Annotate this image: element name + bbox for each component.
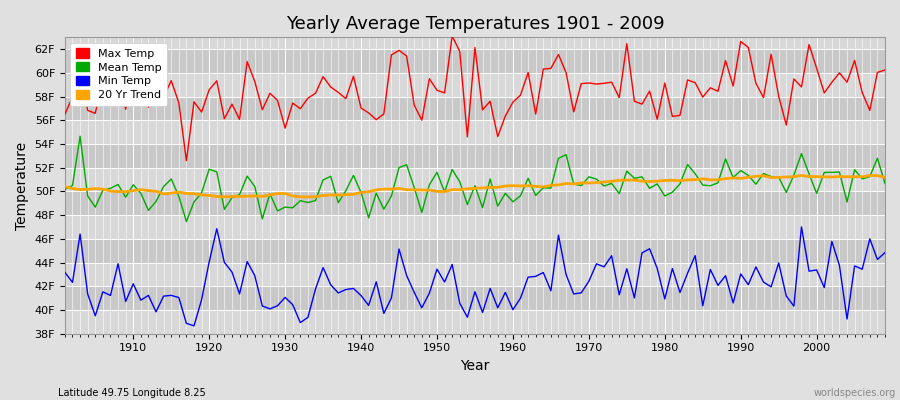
Bar — [65, 286, 885, 310]
Bar — [65, 73, 885, 97]
Title: Yearly Average Temperatures 1901 - 2009: Yearly Average Temperatures 1901 - 2009 — [285, 15, 664, 33]
Bar — [65, 168, 885, 192]
X-axis label: Year: Year — [460, 359, 490, 373]
Bar — [65, 262, 885, 286]
Bar — [65, 239, 885, 262]
Legend: Max Temp, Mean Temp, Min Temp, 20 Yr Trend: Max Temp, Mean Temp, Min Temp, 20 Yr Tre… — [70, 43, 167, 106]
Bar — [65, 192, 885, 215]
Text: worldspecies.org: worldspecies.org — [814, 388, 896, 398]
Bar — [65, 215, 885, 239]
Bar — [65, 120, 885, 144]
Bar — [65, 97, 885, 120]
Bar — [65, 49, 885, 73]
Text: Latitude 49.75 Longitude 8.25: Latitude 49.75 Longitude 8.25 — [58, 388, 206, 398]
Bar — [65, 310, 885, 334]
Bar — [65, 144, 885, 168]
Y-axis label: Temperature: Temperature — [15, 142, 29, 230]
